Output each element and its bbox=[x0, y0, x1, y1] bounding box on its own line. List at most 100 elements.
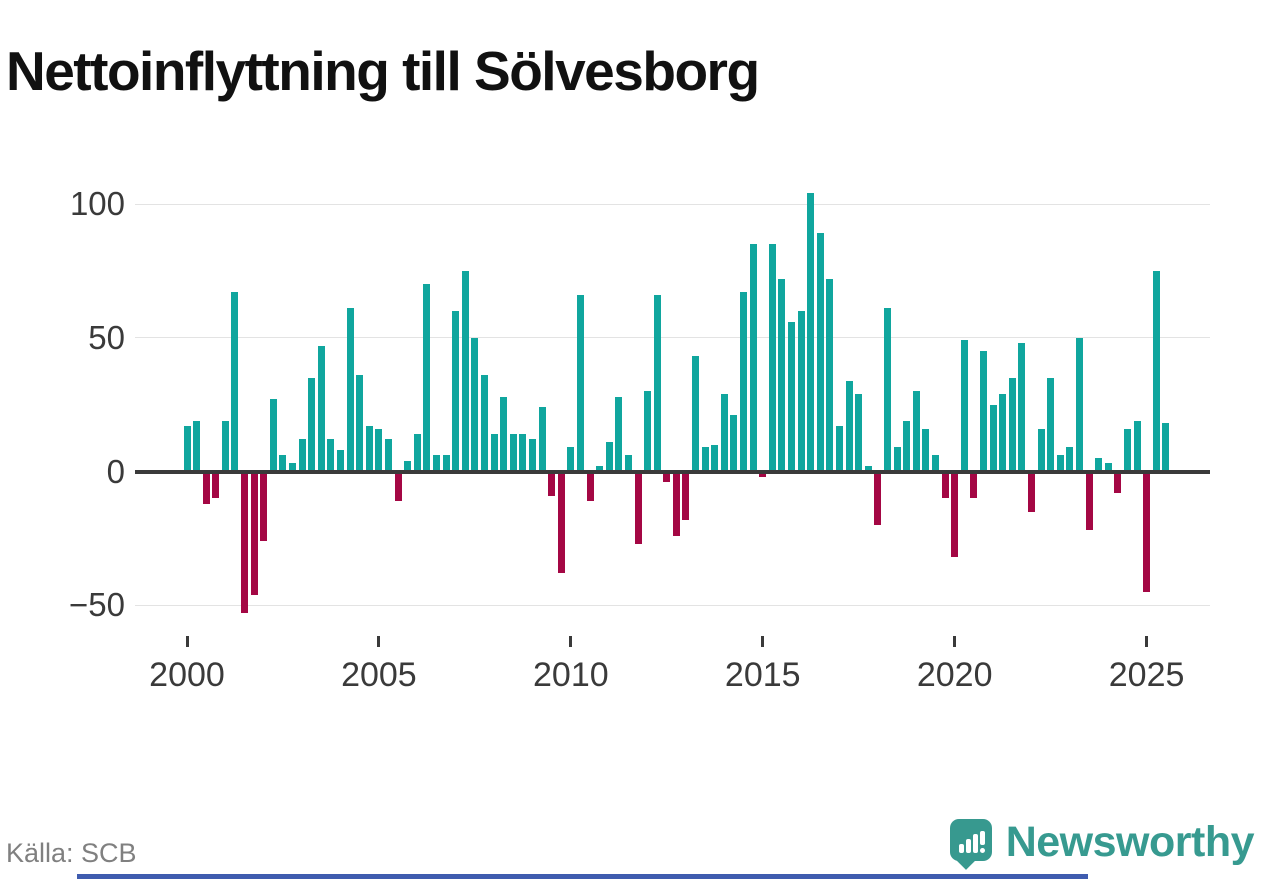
bar-2012Q2 bbox=[653, 294, 661, 472]
bar-2012Q1 bbox=[644, 391, 652, 472]
bar-2020Q4 bbox=[979, 351, 987, 472]
bar-2004Q1 bbox=[337, 450, 345, 472]
bar-2007Q2 bbox=[461, 270, 469, 472]
bar-2022Q4 bbox=[1056, 455, 1064, 472]
bar-2010Q4 bbox=[596, 466, 604, 472]
bar-2016Q4 bbox=[826, 278, 834, 472]
bar-2000Q2 bbox=[193, 420, 201, 472]
bar-2019Q1 bbox=[912, 391, 920, 472]
bar-2002Q3 bbox=[279, 455, 287, 472]
bar-2014Q1 bbox=[720, 393, 728, 472]
x-axis-tick-2025 bbox=[1145, 636, 1149, 647]
bar-2017Q1 bbox=[836, 426, 844, 472]
newsworthy-pin-chart-icon bbox=[949, 819, 992, 870]
bar-2011Q1 bbox=[605, 442, 613, 472]
bar-2004Q2 bbox=[346, 308, 354, 472]
y-axis-label-0: 0 bbox=[106, 452, 125, 490]
bar-2024Q4 bbox=[1133, 420, 1141, 472]
logo-chart-bar-1 bbox=[958, 844, 964, 853]
bar-2008Q3 bbox=[509, 434, 517, 472]
bar-2016Q1 bbox=[797, 311, 805, 472]
newsworthy-branding: Newsworthy bbox=[949, 812, 1255, 872]
bar-2012Q3 bbox=[663, 471, 671, 483]
bar-2025Q1 bbox=[1143, 471, 1151, 592]
x-axis-tick-2015 bbox=[761, 636, 765, 647]
bar-2021Q2 bbox=[999, 393, 1007, 472]
bar-2023Q1 bbox=[1066, 447, 1074, 472]
bar-2014Q4 bbox=[749, 244, 757, 472]
bar-2024Q1 bbox=[1104, 463, 1112, 472]
bar-2013Q3 bbox=[701, 447, 709, 472]
bar-2008Q1 bbox=[490, 434, 498, 472]
bar-2015Q2 bbox=[768, 244, 776, 472]
bar-2021Q1 bbox=[989, 404, 997, 472]
logo-chart-bar-3 bbox=[972, 834, 978, 853]
bar-2017Q3 bbox=[855, 393, 863, 472]
bar-2014Q2 bbox=[730, 415, 738, 472]
bar-2022Q1 bbox=[1027, 471, 1035, 512]
bar-2003Q1 bbox=[298, 439, 306, 472]
bar-2011Q3 bbox=[624, 455, 632, 472]
bar-2021Q3 bbox=[1008, 377, 1016, 472]
bar-2004Q3 bbox=[356, 375, 364, 472]
y-axis-label-−50: −50 bbox=[69, 586, 125, 624]
source-note: Källa: SCB bbox=[6, 838, 137, 868]
bar-2005Q2 bbox=[385, 439, 393, 472]
bar-2024Q3 bbox=[1123, 428, 1131, 472]
footer-accent-bar bbox=[77, 874, 1088, 879]
bar-2006Q1 bbox=[413, 434, 421, 472]
bar-2013Q4 bbox=[711, 444, 719, 472]
bar-2001Q1 bbox=[221, 420, 229, 472]
x-axis-label-2000: 2000 bbox=[149, 656, 225, 694]
bar-2025Q3 bbox=[1162, 423, 1170, 472]
bar-2000Q3 bbox=[202, 471, 210, 504]
bar-2002Q2 bbox=[269, 399, 277, 472]
bar-2016Q3 bbox=[816, 233, 824, 472]
bar-2003Q2 bbox=[308, 377, 316, 472]
x-axis-tick-2020 bbox=[953, 636, 957, 647]
bar-2010Q2 bbox=[576, 294, 584, 472]
bar-2018Q1 bbox=[874, 471, 882, 525]
bar-2018Q3 bbox=[893, 447, 901, 472]
bar-2022Q3 bbox=[1047, 377, 1055, 472]
x-axis-label-2010: 2010 bbox=[533, 656, 609, 694]
bar-2015Q4 bbox=[788, 321, 796, 472]
bar-2013Q2 bbox=[692, 356, 700, 472]
bar-2001Q4 bbox=[250, 471, 258, 595]
bar-2023Q4 bbox=[1095, 458, 1103, 472]
bar-2000Q1 bbox=[183, 426, 191, 472]
bar-2017Q4 bbox=[864, 466, 872, 472]
bar-2018Q2 bbox=[884, 308, 891, 472]
x-axis-label-2005: 2005 bbox=[341, 656, 417, 694]
x-axis-label-2020: 2020 bbox=[916, 656, 993, 694]
bar-2011Q4 bbox=[634, 471, 642, 544]
bar-2025Q2 bbox=[1152, 270, 1160, 472]
logo-exclamation-stem bbox=[979, 831, 985, 845]
y-axis-label-100: 100 bbox=[69, 185, 125, 222]
bar-2009Q3 bbox=[548, 471, 556, 496]
bar-2006Q3 bbox=[432, 455, 440, 472]
bar-2005Q1 bbox=[375, 428, 383, 472]
x-axis-tick-2010 bbox=[569, 636, 573, 647]
bar-2008Q2 bbox=[500, 396, 508, 472]
zero-baseline bbox=[135, 469, 1210, 474]
bar-2009Q1 bbox=[528, 439, 536, 472]
bar-2005Q3 bbox=[394, 471, 402, 501]
x-axis-tick-2000 bbox=[185, 636, 189, 647]
bar-2004Q4 bbox=[365, 426, 373, 472]
bar-2019Q2 bbox=[922, 428, 930, 472]
gridline-y-−50 bbox=[135, 604, 1210, 606]
gridline-y-100 bbox=[135, 203, 1210, 205]
bar-2006Q4 bbox=[442, 455, 450, 472]
bar-2002Q1 bbox=[260, 471, 268, 542]
bar-2006Q2 bbox=[423, 284, 431, 472]
bar-2002Q4 bbox=[289, 463, 297, 472]
bar-2003Q3 bbox=[317, 345, 325, 472]
bar-2017Q2 bbox=[845, 380, 853, 472]
bar-2001Q3 bbox=[241, 471, 249, 614]
bar-2022Q2 bbox=[1037, 428, 1045, 472]
bar-2010Q3 bbox=[586, 471, 594, 501]
bar-2018Q4 bbox=[903, 420, 911, 472]
bar-2008Q4 bbox=[519, 434, 527, 472]
